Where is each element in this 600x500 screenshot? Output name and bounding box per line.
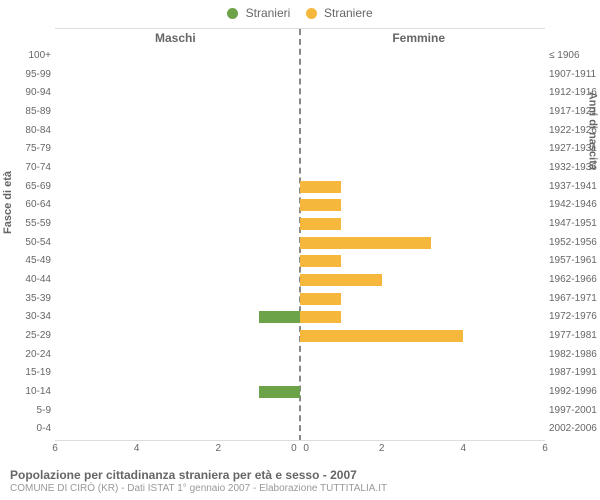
header-male: Maschi <box>155 31 196 45</box>
legend-male: Stranieri <box>227 6 290 20</box>
age-row: 50-541952-1956 <box>55 234 545 253</box>
legend-male-label: Stranieri <box>246 6 291 20</box>
age-label: 35-39 <box>15 290 51 308</box>
birth-label: 1912-1916 <box>549 84 600 102</box>
bar-female <box>300 218 341 230</box>
footer: Popolazione per cittadinanza straniera p… <box>10 468 387 494</box>
age-row: 45-491957-1961 <box>55 252 545 271</box>
birth-label: 1952-1956 <box>549 234 600 252</box>
bar-female <box>300 274 382 286</box>
birth-label: 1922-1926 <box>549 122 600 140</box>
bar-female <box>300 199 341 211</box>
x-tick: 2 <box>379 443 385 454</box>
bar-female <box>300 181 341 193</box>
age-label: 30-34 <box>15 308 51 326</box>
chart-subtitle: COMUNE DI CIRÒ (KR) - Dati ISTAT 1° genn… <box>10 483 387 494</box>
age-label: 95-99 <box>15 66 51 84</box>
age-row: 30-341972-1976 <box>55 308 545 327</box>
legend-female-swatch <box>306 8 317 19</box>
birth-label: 1967-1971 <box>549 290 600 308</box>
age-label: 60-64 <box>15 196 51 214</box>
age-row: 65-691937-1941 <box>55 178 545 197</box>
bar-female <box>300 237 431 249</box>
bar-male <box>259 311 300 323</box>
birth-label: 1947-1951 <box>549 215 600 233</box>
age-label: 50-54 <box>15 234 51 252</box>
age-label: 55-59 <box>15 215 51 233</box>
age-label: 10-14 <box>15 383 51 401</box>
birth-label: 1972-1976 <box>549 308 600 326</box>
header-female: Femmine <box>392 31 445 45</box>
age-row: 90-941912-1916 <box>55 84 545 103</box>
age-label: 70-74 <box>15 159 51 177</box>
birth-label: 1997-2001 <box>549 402 600 420</box>
age-label: 40-44 <box>15 271 51 289</box>
birth-label: 1937-1941 <box>549 178 600 196</box>
birth-label: 1927-1931 <box>549 140 600 158</box>
age-label: 20-24 <box>15 346 51 364</box>
bar-female <box>300 311 341 323</box>
age-row: 60-641942-1946 <box>55 196 545 215</box>
x-axis: 6 4 2 00 2 4 6 <box>55 440 545 457</box>
birth-label: 1962-1966 <box>549 271 600 289</box>
birth-label: 1957-1961 <box>549 252 600 270</box>
age-label: 90-94 <box>15 84 51 102</box>
bar-female <box>300 255 341 267</box>
legend-male-swatch <box>227 8 238 19</box>
age-row: 70-741932-1936 <box>55 159 545 178</box>
age-label: 15-19 <box>15 364 51 382</box>
age-row: 10-141992-1996 <box>55 383 545 402</box>
age-label: 85-89 <box>15 103 51 121</box>
birth-label: 1932-1936 <box>549 159 600 177</box>
x-tick: 4 <box>134 443 140 454</box>
age-row: 0-42002-2006 <box>55 420 545 439</box>
plot-area: Maschi Femmine 100+≤ 190695-991907-19119… <box>55 28 545 441</box>
birth-label: 1987-1991 <box>549 364 600 382</box>
age-row: 15-191987-1991 <box>55 364 545 383</box>
birth-label: 1907-1911 <box>549 66 600 84</box>
y-axis-left-title: Fasce di età <box>2 171 14 234</box>
age-row: 85-891917-1921 <box>55 103 545 122</box>
age-label: 25-29 <box>15 327 51 345</box>
age-label: 45-49 <box>15 252 51 270</box>
age-label: 65-69 <box>15 178 51 196</box>
age-label: 80-84 <box>15 122 51 140</box>
birth-label: 1917-1921 <box>549 103 600 121</box>
x-tick: 0 <box>303 443 309 454</box>
birth-label: 1942-1946 <box>549 196 600 214</box>
legend-female: Straniere <box>306 6 373 20</box>
birth-label: 1982-1986 <box>549 346 600 364</box>
age-row: 35-391967-1971 <box>55 290 545 309</box>
age-label: 100+ <box>15 47 51 65</box>
age-row: 55-591947-1951 <box>55 215 545 234</box>
birth-label: 2002-2006 <box>549 420 600 438</box>
legend-female-label: Straniere <box>324 6 373 20</box>
age-row: 95-991907-1911 <box>55 66 545 85</box>
x-tick: 2 <box>216 443 222 454</box>
x-tick: 4 <box>461 443 467 454</box>
x-tick: 6 <box>52 443 58 454</box>
bar-female <box>300 330 463 342</box>
x-tick: 6 <box>542 443 548 454</box>
age-row: 40-441962-1966 <box>55 271 545 290</box>
age-row: 100+≤ 1906 <box>55 47 545 66</box>
age-label: 0-4 <box>15 420 51 438</box>
birth-label: 1977-1981 <box>549 327 600 345</box>
age-row: 80-841922-1926 <box>55 122 545 141</box>
birth-label: ≤ 1906 <box>549 47 600 65</box>
bar-male <box>259 386 300 398</box>
legend: Stranieri Straniere <box>0 6 600 20</box>
age-label: 5-9 <box>15 402 51 420</box>
age-row: 25-291977-1981 <box>55 327 545 346</box>
x-tick: 0 <box>291 443 297 454</box>
chart-title: Popolazione per cittadinanza straniera p… <box>10 468 387 482</box>
birth-label: 1992-1996 <box>549 383 600 401</box>
age-row: 5-91997-2001 <box>55 402 545 421</box>
age-label: 75-79 <box>15 140 51 158</box>
age-row: 20-241982-1986 <box>55 346 545 365</box>
age-row: 75-791927-1931 <box>55 140 545 159</box>
bar-female <box>300 293 341 305</box>
